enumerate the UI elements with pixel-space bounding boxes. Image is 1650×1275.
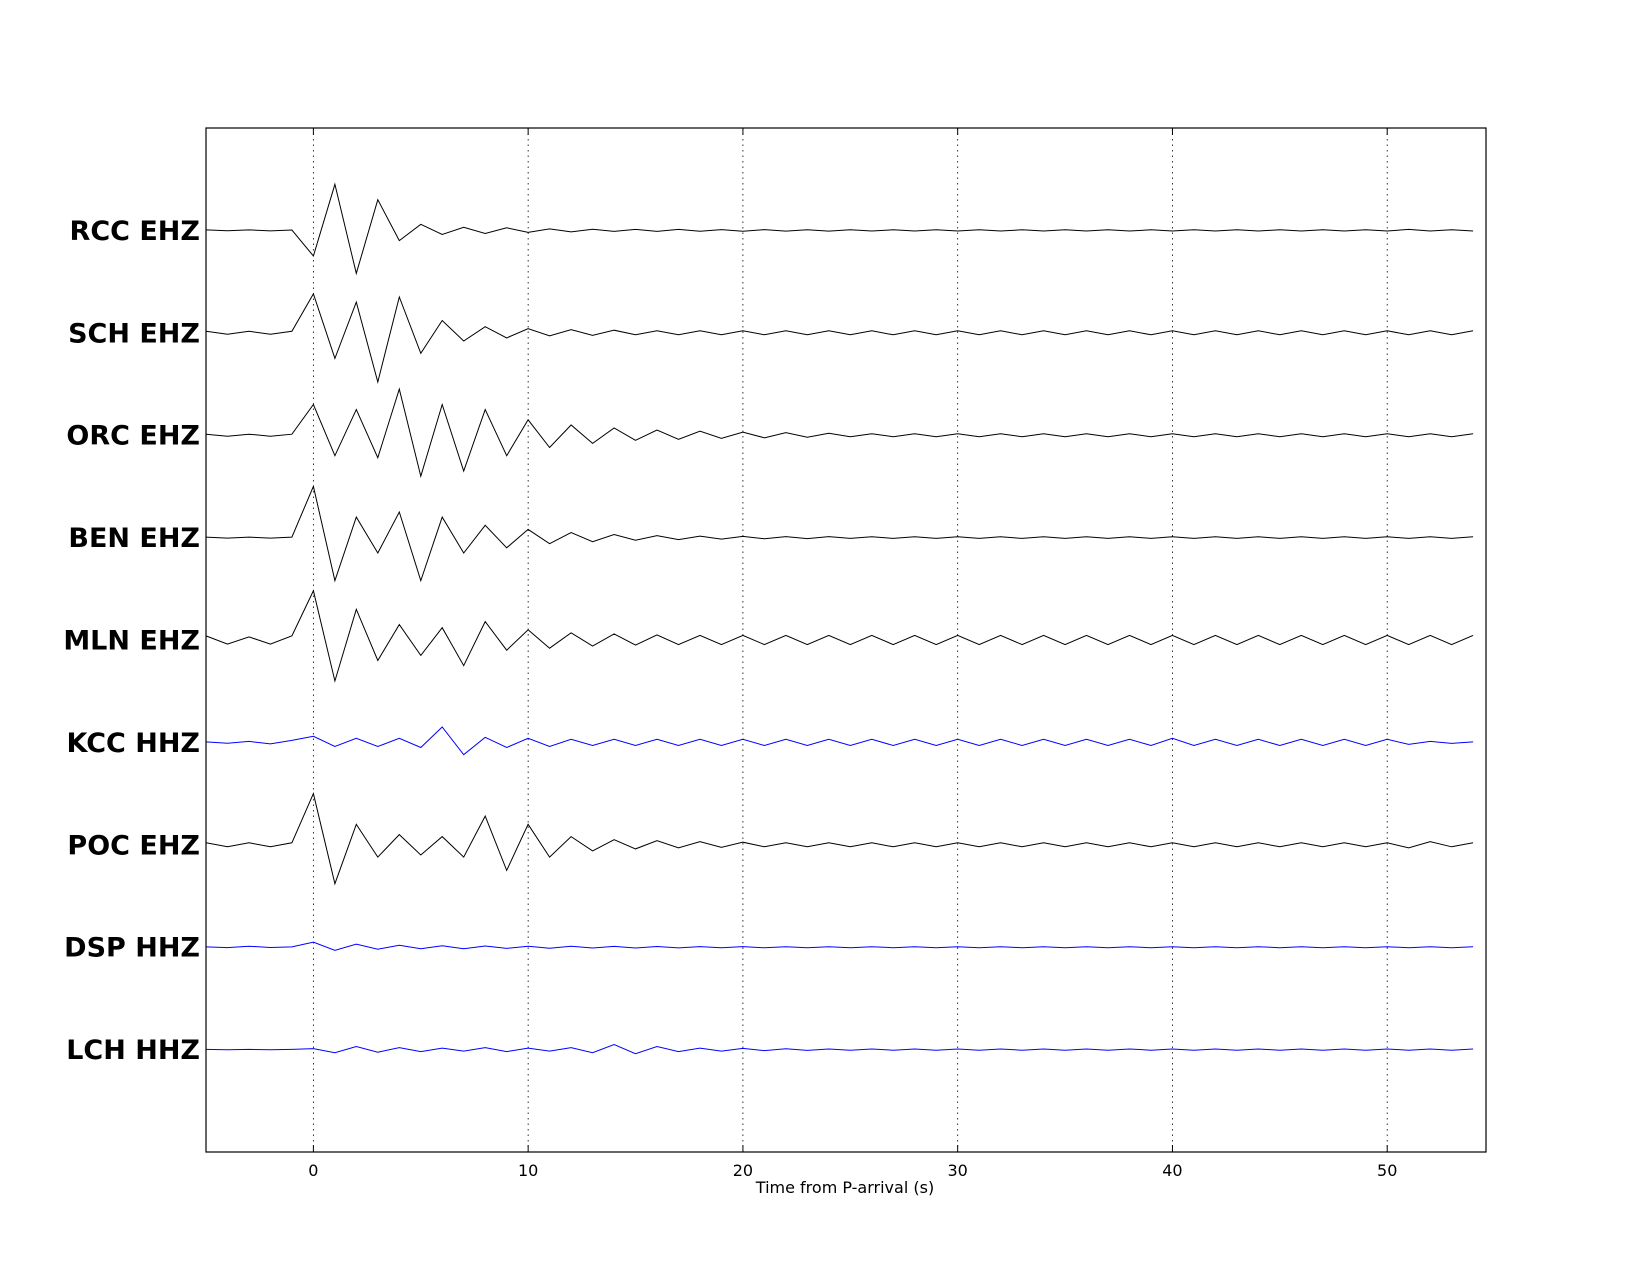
x-tick-label: 40 [1162,1161,1182,1180]
waveform [205,589,1474,683]
waveform [205,792,1474,886]
x-tick-label: 10 [518,1161,538,1180]
plot-frame [205,127,1487,1153]
trace-label: MLN EHZ [63,626,200,657]
trace-label: RCC EHZ [70,216,200,247]
x-tick-label: 50 [1377,1161,1397,1180]
waveform [205,484,1474,583]
waveform [205,292,1474,384]
x-tick-label: 0 [308,1161,318,1180]
waveform [205,387,1474,479]
trace-label: BEN EHZ [68,523,200,554]
trace-label: KCC HHZ [66,728,200,759]
trace-label: ORC EHZ [66,421,200,452]
x-tick-label: 30 [947,1161,967,1180]
waveform [205,182,1474,276]
trace-label: LCH HHZ [66,1035,200,1066]
trace-label: DSP HHZ [64,933,200,964]
x-tick-label: 20 [733,1161,753,1180]
waveform [205,1043,1474,1055]
x-axis-label: Time from P-arrival (s) [755,1178,934,1197]
waveform [205,941,1474,951]
trace-label: SCH EHZ [68,318,200,349]
trace-label: POC EHZ [67,830,200,861]
waveform [205,726,1474,756]
